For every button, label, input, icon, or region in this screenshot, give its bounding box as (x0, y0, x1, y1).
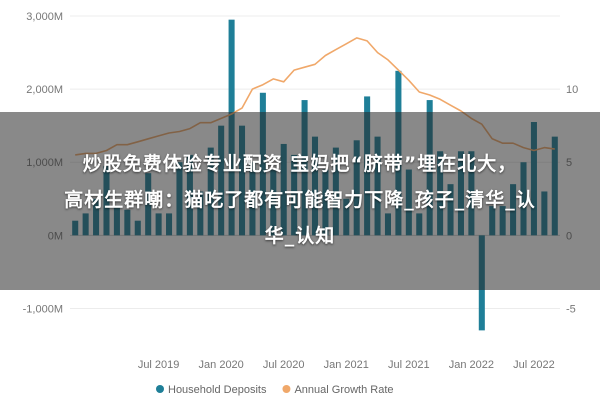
x-tick-label: Jan 2022 (449, 359, 494, 371)
x-axis: Jul 2019 Jan 2020 Jul 2020 Jan 2021 Jul 2021… (138, 359, 555, 371)
x-tick-label: Jul 2021 (388, 359, 430, 371)
x-tick-label: Jan 2021 (324, 359, 369, 371)
y-left-tick-label: 2,000M (26, 84, 63, 96)
headline-banner (0, 112, 600, 290)
legend-marker (156, 385, 164, 393)
x-tick-label: Jul 2022 (513, 359, 555, 371)
legend[interactable]: Household Deposits Annual Growth Rate (156, 384, 394, 396)
x-tick-label: Jul 2019 (138, 359, 180, 371)
legend-label: Household Deposits (168, 384, 267, 396)
headline-line-3: 华_认知 (264, 225, 336, 247)
headline-line-2: 高材生群嘲：猫吃了都有可能智力下降_孩子_清华_认 (64, 189, 536, 211)
y-left-tick-label: 3,000M (26, 11, 63, 23)
x-tick-label: Jul 2020 (263, 359, 305, 371)
y-right-tick-label: 10 (566, 84, 578, 96)
legend-label: Annual Growth Rate (294, 384, 393, 396)
legend-marker (282, 385, 291, 393)
headline-line-1: 炒股免费体验专业配资 宝妈把“脐带”埋在北大， (82, 153, 518, 175)
headline-text: 炒股免费体验专业配资 宝妈把“脐带”埋在北大， 高材生群嘲：猫吃了都有可能智力下… (0, 146, 600, 254)
y-right-tick-label: -5 (566, 303, 576, 315)
x-tick-label: Jan 2020 (199, 359, 244, 371)
y-left-tick-label: -1,000M (23, 303, 63, 315)
